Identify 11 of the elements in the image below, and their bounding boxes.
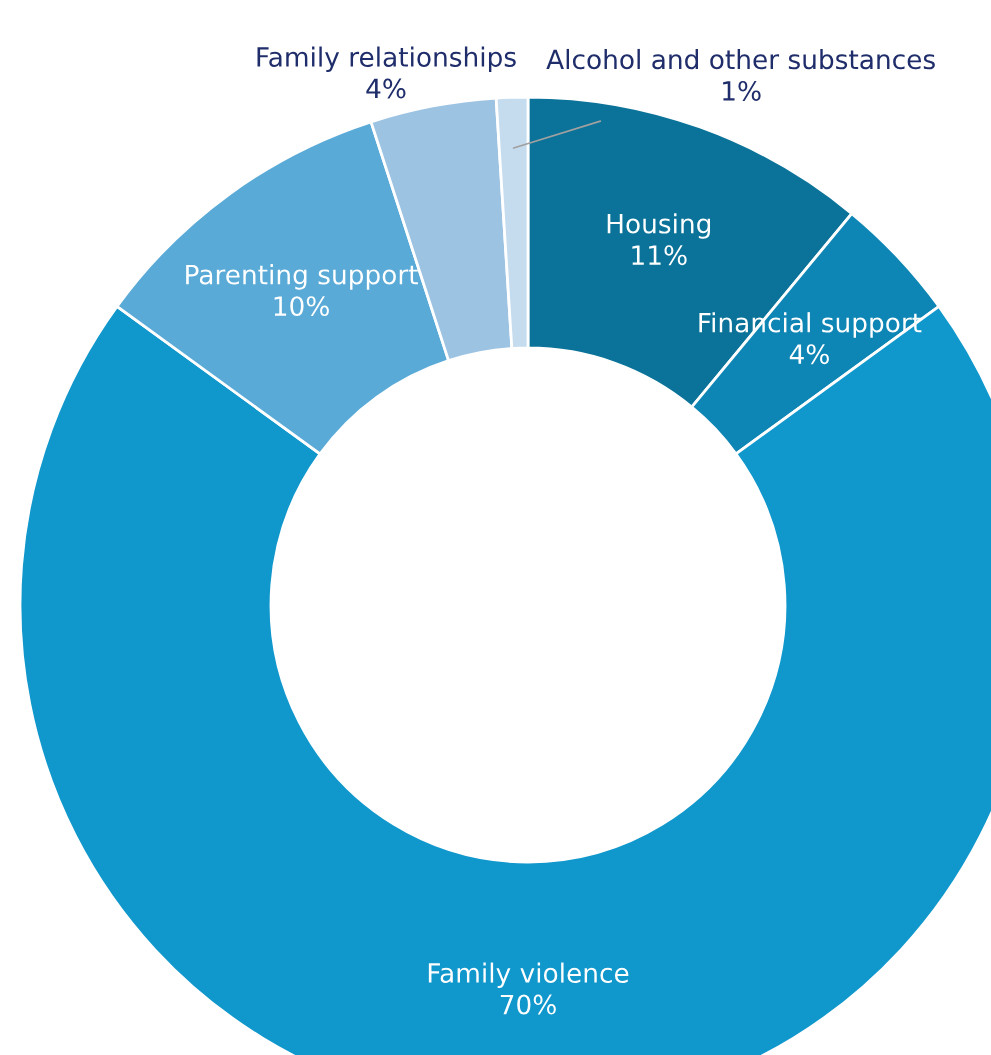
data-label: 4% bbox=[789, 344, 829, 365]
slice-label: Family relationships bbox=[257, 46, 516, 73]
data-label: 10% bbox=[274, 296, 329, 317]
slice-label: Family violence bbox=[428, 962, 629, 989]
data-label: 4% bbox=[366, 78, 406, 99]
slice-label: Housing bbox=[607, 213, 711, 239]
data-label: 1% bbox=[723, 80, 761, 101]
data-label: 11% bbox=[632, 245, 687, 266]
data-label: 70% bbox=[500, 994, 556, 1015]
slice-label: Alcohol and other substances bbox=[546, 48, 935, 70]
slice-label: Parenting support bbox=[186, 264, 418, 290]
